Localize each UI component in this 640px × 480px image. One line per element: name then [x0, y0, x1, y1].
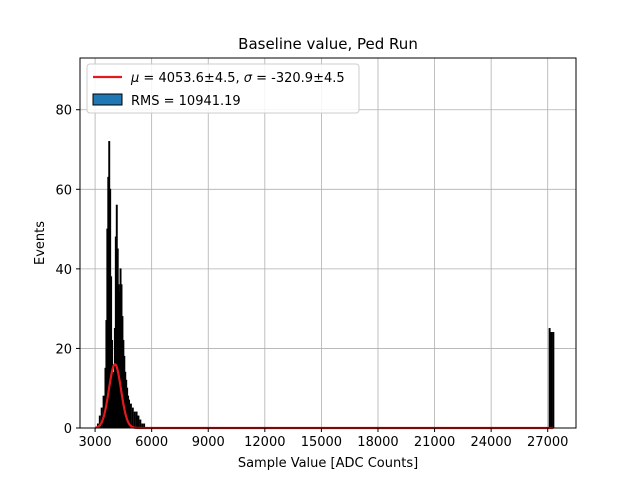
histogram-bar-40	[552, 332, 555, 429]
y-tick-label-1: 20	[55, 342, 72, 357]
x-axis-label: Sample Value [ADC Counts]	[238, 456, 418, 471]
x-tick-label-6: 21000	[414, 435, 455, 450]
x-tick-label-7: 24000	[470, 435, 511, 450]
x-tick-label-2: 9000	[192, 435, 225, 450]
x-tick-label-5: 18000	[357, 435, 398, 450]
y-tick-label-3: 60	[55, 183, 72, 198]
histogram-bar-31	[131, 407, 134, 429]
x-tick-label-8: 27000	[527, 435, 568, 450]
legend: μ = 4053.6±4.5, σ = -320.9±4.5 RMS = 109…	[86, 63, 360, 114]
x-tick-label-3: 12000	[244, 435, 285, 450]
x-axis-ticks: 3000 6000 9000 12000 15000 18000 21000 24000 270…	[79, 428, 568, 450]
histogram-bar-38	[548, 328, 551, 429]
histogram-bar-32	[133, 411, 136, 429]
histogram-bars	[96, 141, 555, 429]
axes-frame	[79, 57, 577, 429]
legend-histogram-label: RMS = 10941.19	[131, 94, 241, 109]
x-tick-label-0: 3000	[79, 435, 112, 450]
fit-curve	[94, 363, 554, 430]
histogram-bar-34	[137, 415, 140, 429]
y-tick-label-2: 40	[55, 263, 72, 278]
histogram-bar-33	[135, 411, 138, 429]
y-tick-label-4: 80	[55, 104, 72, 119]
x-tick-label-4: 15000	[301, 435, 342, 450]
histogram-bar-39	[550, 332, 553, 429]
chart-title: Baseline value, Ped Run	[238, 35, 418, 53]
legend-box	[86, 63, 360, 114]
y-axis-label: Events	[33, 221, 48, 265]
x-tick-label-1: 6000	[135, 435, 168, 450]
y-axis-ticks: 0 20 40 60 80	[55, 104, 80, 437]
legend-fit-label: μ = 4053.6±4.5, σ = -320.9±4.5	[130, 71, 345, 86]
y-tick-label-0: 0	[64, 422, 72, 437]
legend-histogram-swatch	[92, 93, 123, 106]
histogram-bar-35	[139, 419, 142, 429]
